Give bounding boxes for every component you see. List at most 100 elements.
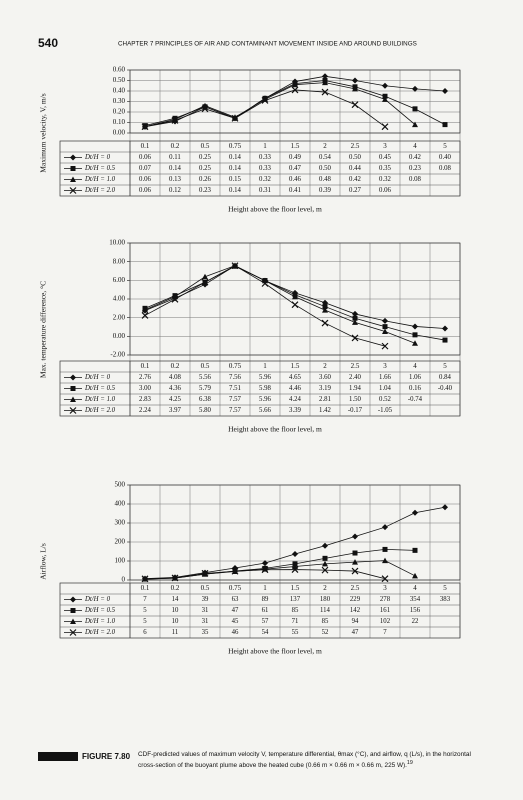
- marker: [442, 122, 448, 128]
- caption-label: FIGURE 7.80: [82, 752, 131, 761]
- table-value: 5.80: [199, 407, 211, 414]
- table-value: 354: [410, 596, 421, 603]
- table-value: 229: [350, 596, 361, 603]
- table-value: 7: [143, 596, 147, 603]
- marker: [412, 121, 418, 128]
- table-value: 4.36: [169, 385, 181, 392]
- marker: [351, 567, 359, 575]
- marker: [70, 154, 76, 161]
- marker: [382, 557, 388, 564]
- table-value: 94: [352, 618, 359, 625]
- table-value: 0.25: [199, 165, 211, 172]
- x-tick-label: 4: [413, 584, 417, 592]
- marker: [352, 319, 358, 325]
- table-value: 0.26: [199, 176, 211, 183]
- x-tick-label: 1: [263, 362, 267, 370]
- table-value: 0.48: [319, 176, 331, 183]
- marker: [231, 567, 239, 575]
- table-value: 0.50: [349, 154, 361, 161]
- table-value: 3.60: [319, 374, 331, 381]
- marker: [382, 524, 388, 531]
- marker: [382, 546, 388, 552]
- marker: [291, 86, 299, 94]
- marker: [171, 574, 179, 582]
- table-value: 10: [172, 618, 179, 625]
- table-value: 0.06: [139, 187, 151, 194]
- y-tick-label: -2.00: [110, 351, 125, 359]
- table-value: 278: [380, 596, 391, 603]
- table-value: 137: [290, 596, 301, 603]
- y-tick-label: 0.60: [113, 66, 126, 74]
- x-tick-label: 5: [443, 142, 447, 150]
- marker: [261, 97, 269, 104]
- table-value: 0.06: [139, 154, 151, 161]
- table-value: 7.56: [229, 374, 241, 381]
- table-value: 31: [202, 618, 209, 625]
- running-title: CHAPTER 7 PRINCIPLES OF AIR AND CONTAMIN…: [118, 41, 417, 48]
- table-value: 114: [320, 607, 331, 614]
- series-line: [144, 82, 416, 128]
- marker: [261, 566, 269, 574]
- table-value: 1.42: [319, 407, 331, 414]
- x-axis-label: Height above the floor level, m: [228, 647, 322, 656]
- x-tick-label: 3: [383, 362, 387, 370]
- marker: [351, 101, 359, 109]
- marker: [141, 312, 149, 319]
- table-value: 31: [202, 607, 209, 614]
- y-tick-label: 0.30: [113, 97, 126, 105]
- table-value: 7: [383, 629, 387, 636]
- y-tick-label: 0.00: [113, 332, 126, 340]
- marker: [322, 304, 328, 310]
- table-value: 1.50: [349, 396, 361, 403]
- table-value: 52: [322, 629, 329, 636]
- table-value: 0.52: [379, 396, 391, 403]
- table-value: 0.15: [229, 176, 241, 183]
- table-value: 4.25: [169, 396, 181, 403]
- marker: [322, 560, 328, 567]
- x-tick-label: 2: [323, 584, 327, 592]
- marker: [442, 88, 448, 94]
- x-tick-label: 0.2: [171, 362, 180, 370]
- table-value: 102: [380, 618, 391, 625]
- x-tick-label: 5: [443, 362, 447, 370]
- legend-label: Dt/H = 1.0: [84, 618, 116, 625]
- table-value: -0.17: [348, 407, 363, 414]
- marker: [352, 559, 358, 565]
- table-value: 0.47: [289, 165, 301, 172]
- marker: [70, 386, 76, 391]
- table-value: 0.45: [379, 154, 391, 161]
- y-tick-label: 100: [115, 557, 126, 565]
- y-tick-label: 2.00: [113, 313, 126, 321]
- table-value: 6.38: [199, 396, 211, 403]
- table-value: 2.24: [139, 407, 151, 414]
- table-value: 0.32: [259, 176, 271, 183]
- x-tick-label: 5: [443, 584, 447, 592]
- marker: [382, 324, 388, 330]
- table-value: 47: [352, 629, 359, 636]
- marker: [141, 575, 149, 583]
- marker: [201, 569, 209, 577]
- marker: [292, 550, 298, 557]
- marker: [321, 566, 329, 574]
- x-tick-label: 0.75: [229, 584, 242, 592]
- table-value: 0.23: [409, 165, 421, 172]
- marker: [321, 88, 329, 96]
- table-value: 0.27: [349, 187, 361, 194]
- marker: [412, 547, 418, 553]
- marker: [351, 334, 359, 342]
- marker: [412, 340, 418, 346]
- table-value: 3.39: [289, 407, 301, 414]
- legend-label: Dt/H = 2.0: [84, 187, 116, 194]
- table-value: 5: [143, 618, 147, 625]
- marker: [382, 93, 388, 99]
- x-tick-label: 3: [383, 584, 387, 592]
- y-tick-label: 6.00: [113, 276, 126, 284]
- x-tick-label: 0.1: [141, 584, 150, 592]
- table-value: 4.24: [289, 396, 301, 403]
- marker: [381, 575, 389, 583]
- marker: [262, 96, 268, 102]
- marker: [70, 396, 76, 402]
- table-value: 54: [262, 629, 269, 636]
- marker: [69, 187, 77, 194]
- y-axis-label: Airflow, L/s: [39, 543, 48, 580]
